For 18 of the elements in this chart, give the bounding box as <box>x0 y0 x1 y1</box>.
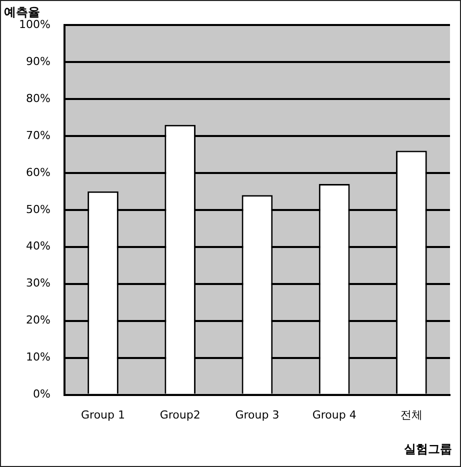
x-tick-label: Group 4 <box>312 408 356 422</box>
y-tick-label: 20% <box>26 314 50 327</box>
y-tick-label: 90% <box>26 54 50 68</box>
y-tick-label: 50% <box>26 202 50 216</box>
y-tick-label: 80% <box>26 92 50 105</box>
x-tick-label: Group 3 <box>235 408 280 422</box>
y-tick-label: 40% <box>26 240 50 253</box>
y-tick-label: 60% <box>26 166 50 179</box>
x-tick-label: 전체 <box>400 408 422 422</box>
x-axis-title: 실험그룹 <box>404 441 452 458</box>
y-tick-label: 30% <box>26 276 50 290</box>
y-tick-label: 70% <box>26 128 50 142</box>
x-tick-label: Group2 <box>160 408 200 422</box>
y-axis-title: 예측율 <box>4 4 40 20</box>
y-tick-label: 0% <box>32 388 50 401</box>
y-tick-label: 100% <box>18 18 50 31</box>
x-tick-label: Group 1 <box>81 408 125 422</box>
y-tick-label: 10% <box>26 350 50 364</box>
